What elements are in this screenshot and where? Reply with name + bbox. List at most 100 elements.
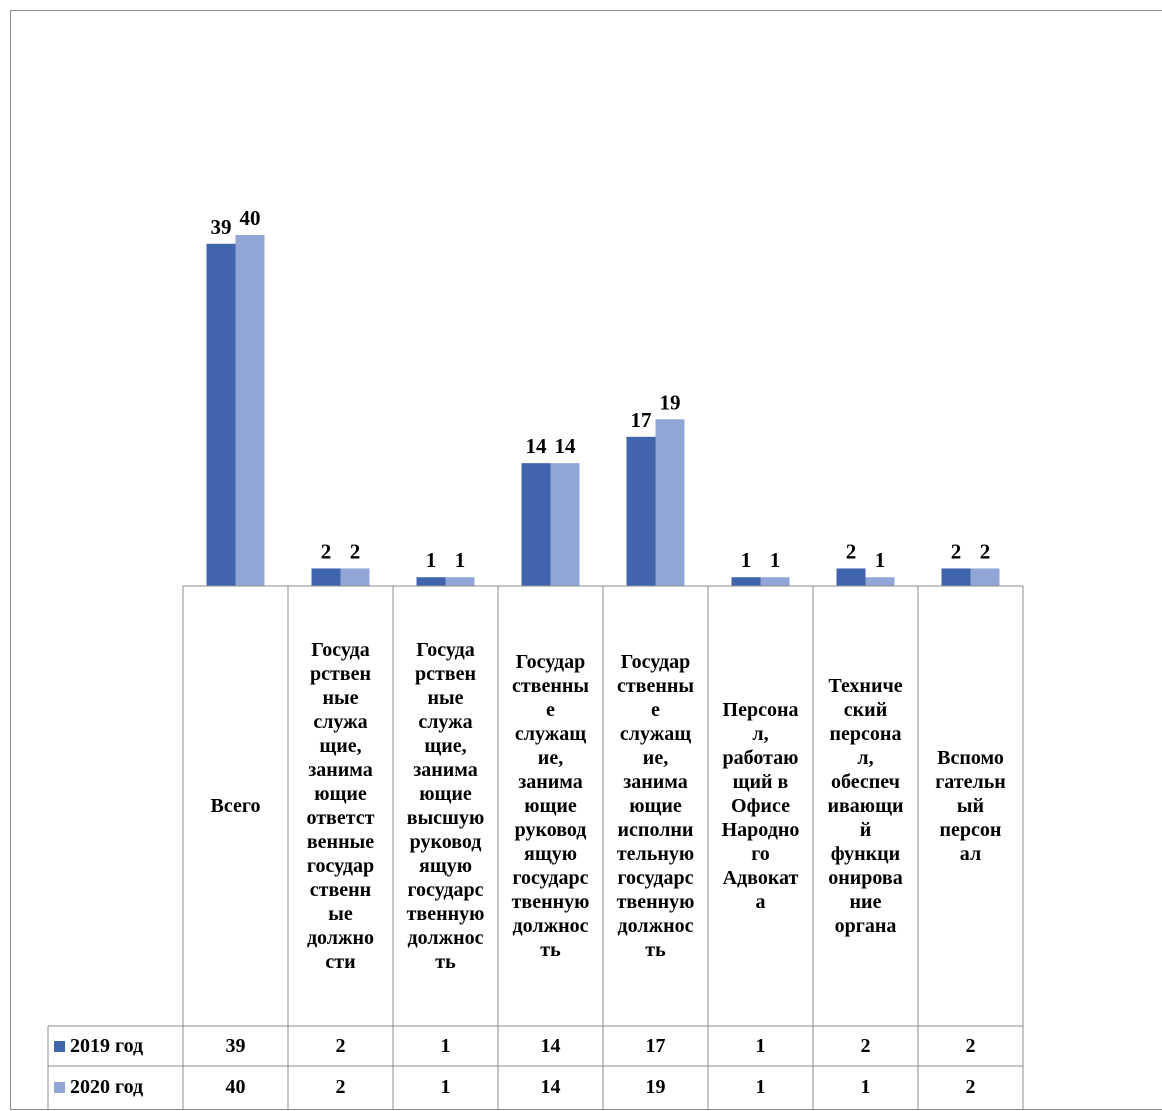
- table-cell-2019-0: 39: [225, 1034, 246, 1057]
- category-line: ые: [328, 903, 353, 925]
- category-line: твенную: [616, 891, 695, 913]
- category-line: а: [755, 891, 766, 913]
- data-label-2020-6: 1: [875, 548, 886, 572]
- category-label-6: Техниче ский персона л, обеспеч ивающи й функци…: [813, 586, 918, 1026]
- category-line: занима: [413, 759, 478, 781]
- category-line: е: [546, 699, 555, 721]
- category-line: ие,: [642, 747, 669, 769]
- bar-2019-6: [836, 568, 866, 586]
- category-line: государ: [306, 855, 375, 877]
- data-label-2020-4: 19: [660, 390, 681, 414]
- category-label-5: Персона л, работаю щий в Офисе Народно го Адвок…: [708, 586, 813, 1026]
- category-text-7: Вспомо гательн ый персон ал: [935, 746, 1006, 866]
- category-line: ственн: [309, 879, 372, 901]
- category-line: служащ: [514, 723, 587, 745]
- table-cell-2019-6: 2: [860, 1034, 871, 1057]
- table-cell-2019-2: 1: [440, 1034, 451, 1057]
- category-line: Техниче: [828, 675, 903, 697]
- category-line: ющие: [314, 783, 367, 805]
- table-cell-2020-5: 1: [755, 1076, 766, 1098]
- category-line: Адвокат: [722, 867, 799, 889]
- data-label-2019-5: 1: [741, 548, 752, 572]
- category-line: ющие: [419, 783, 472, 805]
- category-line: персона: [829, 723, 902, 745]
- category-line: Госуда: [416, 639, 475, 661]
- category-line: го: [751, 843, 770, 865]
- category-line: служащ: [619, 723, 692, 745]
- table-cell-2019-7: 2: [965, 1034, 976, 1057]
- data-label-2019-6: 2: [846, 539, 857, 563]
- legend-2020: 2020 год: [48, 1066, 183, 1109]
- category-line: щий в: [732, 771, 789, 793]
- category-text-5: Персона л, работаю щий в Офисе Народно го Адвок…: [722, 698, 800, 914]
- category-line: Народно: [721, 819, 800, 841]
- category-line: Государ: [620, 651, 691, 673]
- table-cell-2020-7: 2: [965, 1076, 976, 1098]
- category-text-2: Госуда рствен ные служа щие, занима ющие высшую…: [407, 638, 485, 974]
- category-line: Вспомо: [937, 747, 1004, 769]
- bar-2019-3: [521, 463, 551, 586]
- category-line: органа: [834, 915, 897, 937]
- data-label-2019-0: 39: [211, 215, 232, 239]
- legend-2019: 2019 год: [48, 1026, 183, 1066]
- category-label-3: Государ ственны е служащ ие, занима ющие руково…: [498, 586, 603, 1026]
- category-label-4: Государ ственны е служащ ие, занима ющие исполн…: [603, 586, 708, 1026]
- table-cell-2020-1: 2: [335, 1076, 346, 1098]
- category-line: ый: [956, 795, 985, 817]
- category-line: ющие: [629, 795, 682, 817]
- category-line: должно: [306, 927, 375, 949]
- category-line: государс: [617, 867, 694, 889]
- category-line: ственны: [616, 675, 695, 697]
- bar-2019-1: [311, 568, 341, 586]
- category-line: сти: [325, 951, 356, 973]
- bar-2019-0: [206, 243, 236, 586]
- category-line: ть: [435, 951, 456, 973]
- category-line: венные: [306, 831, 375, 853]
- data-label-2019-2: 1: [426, 548, 437, 572]
- category-line: должнос: [407, 927, 484, 949]
- category-text-1: Госуда рствен ные служа щие, занима ющие ответс…: [306, 638, 374, 974]
- category-line: Государ: [515, 651, 586, 673]
- category-label-7: Вспомо гательн ый персон ал: [918, 586, 1023, 1026]
- category-text-3: Государ ственны е служащ ие, занима ющие руково…: [512, 650, 590, 962]
- category-line: исполни: [617, 819, 694, 841]
- category-line: ие,: [537, 747, 564, 769]
- category-line: ть: [645, 939, 666, 961]
- data-label-2019-7: 2: [951, 539, 962, 563]
- category-line: руковод: [514, 819, 587, 841]
- category-line: ящую: [524, 843, 577, 865]
- data-label-2020-2: 1: [455, 548, 466, 572]
- bar-2019-5: [731, 577, 761, 586]
- data-label-2019-3: 14: [526, 434, 548, 458]
- category-line: л,: [752, 723, 769, 745]
- category-line: служа: [418, 711, 473, 733]
- chart-frame: 39 2 1 14 17 1 2 2 40 2 1 14 19 1 1 2 Всего Госуда рствен…: [10, 10, 1162, 1110]
- category-line: ние: [849, 891, 882, 913]
- table-cell-2020-3: 14: [540, 1076, 561, 1098]
- data-label-2020-1: 2: [350, 539, 361, 563]
- bar-2019-7: [941, 568, 971, 586]
- category-line: тельную: [616, 843, 695, 865]
- bar-2020-6: [865, 577, 895, 586]
- table-cell-2020-4: 19: [645, 1076, 666, 1098]
- category-line: должнос: [512, 915, 589, 937]
- category-line: щие,: [424, 735, 467, 757]
- data-label-2020-3: 14: [555, 434, 577, 458]
- category-line: занима: [518, 771, 583, 793]
- bar-2019-4: [626, 436, 656, 586]
- category-line: высшую: [406, 807, 485, 829]
- data-label-2019-4: 17: [631, 408, 652, 432]
- category-line: ивающи: [827, 795, 904, 817]
- legend-label: 2020 год: [70, 1076, 144, 1098]
- legend-swatch: [54, 1082, 65, 1093]
- bar-2020-2: [445, 577, 475, 586]
- category-line: твенную: [406, 903, 485, 925]
- category-text-0: Всего: [211, 794, 261, 818]
- category-line: ственны: [511, 675, 590, 697]
- category-label-2: Госуда рствен ные служа щие, занима ющие высшую…: [393, 586, 498, 1026]
- table-cell-2020-6: 1: [860, 1076, 871, 1098]
- category-line: Персона: [722, 699, 799, 721]
- category-line: государс: [512, 867, 589, 889]
- category-line: должнос: [617, 915, 694, 937]
